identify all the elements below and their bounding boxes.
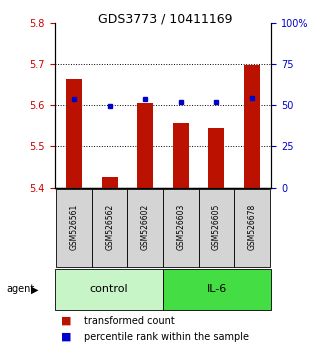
- Text: GSM526561: GSM526561: [70, 204, 79, 250]
- Text: GSM526562: GSM526562: [105, 204, 114, 250]
- Text: ■: ■: [61, 316, 72, 326]
- Bar: [55, 269, 163, 310]
- Text: ▶: ▶: [31, 284, 38, 295]
- Bar: [244, 65, 260, 188]
- Bar: [56, 189, 92, 267]
- Text: percentile rank within the sample: percentile rank within the sample: [84, 332, 249, 342]
- Text: GDS3773 / 10411169: GDS3773 / 10411169: [98, 12, 233, 25]
- Bar: [208, 128, 224, 188]
- Text: GSM526602: GSM526602: [141, 204, 150, 250]
- Text: GSM526678: GSM526678: [247, 204, 257, 250]
- Bar: [66, 79, 82, 188]
- Text: GSM526605: GSM526605: [212, 204, 221, 250]
- Text: agent: agent: [7, 284, 35, 295]
- Bar: [199, 189, 234, 267]
- Bar: [163, 269, 271, 310]
- Text: transformed count: transformed count: [84, 316, 175, 326]
- Bar: [137, 103, 153, 188]
- Bar: [127, 189, 163, 267]
- Text: control: control: [89, 284, 128, 295]
- Text: GSM526603: GSM526603: [176, 204, 185, 250]
- Bar: [163, 189, 199, 267]
- Bar: [92, 189, 127, 267]
- Text: IL-6: IL-6: [207, 284, 227, 295]
- Text: ■: ■: [61, 332, 72, 342]
- Bar: [102, 177, 118, 188]
- Bar: [173, 122, 189, 188]
- Bar: [234, 189, 270, 267]
